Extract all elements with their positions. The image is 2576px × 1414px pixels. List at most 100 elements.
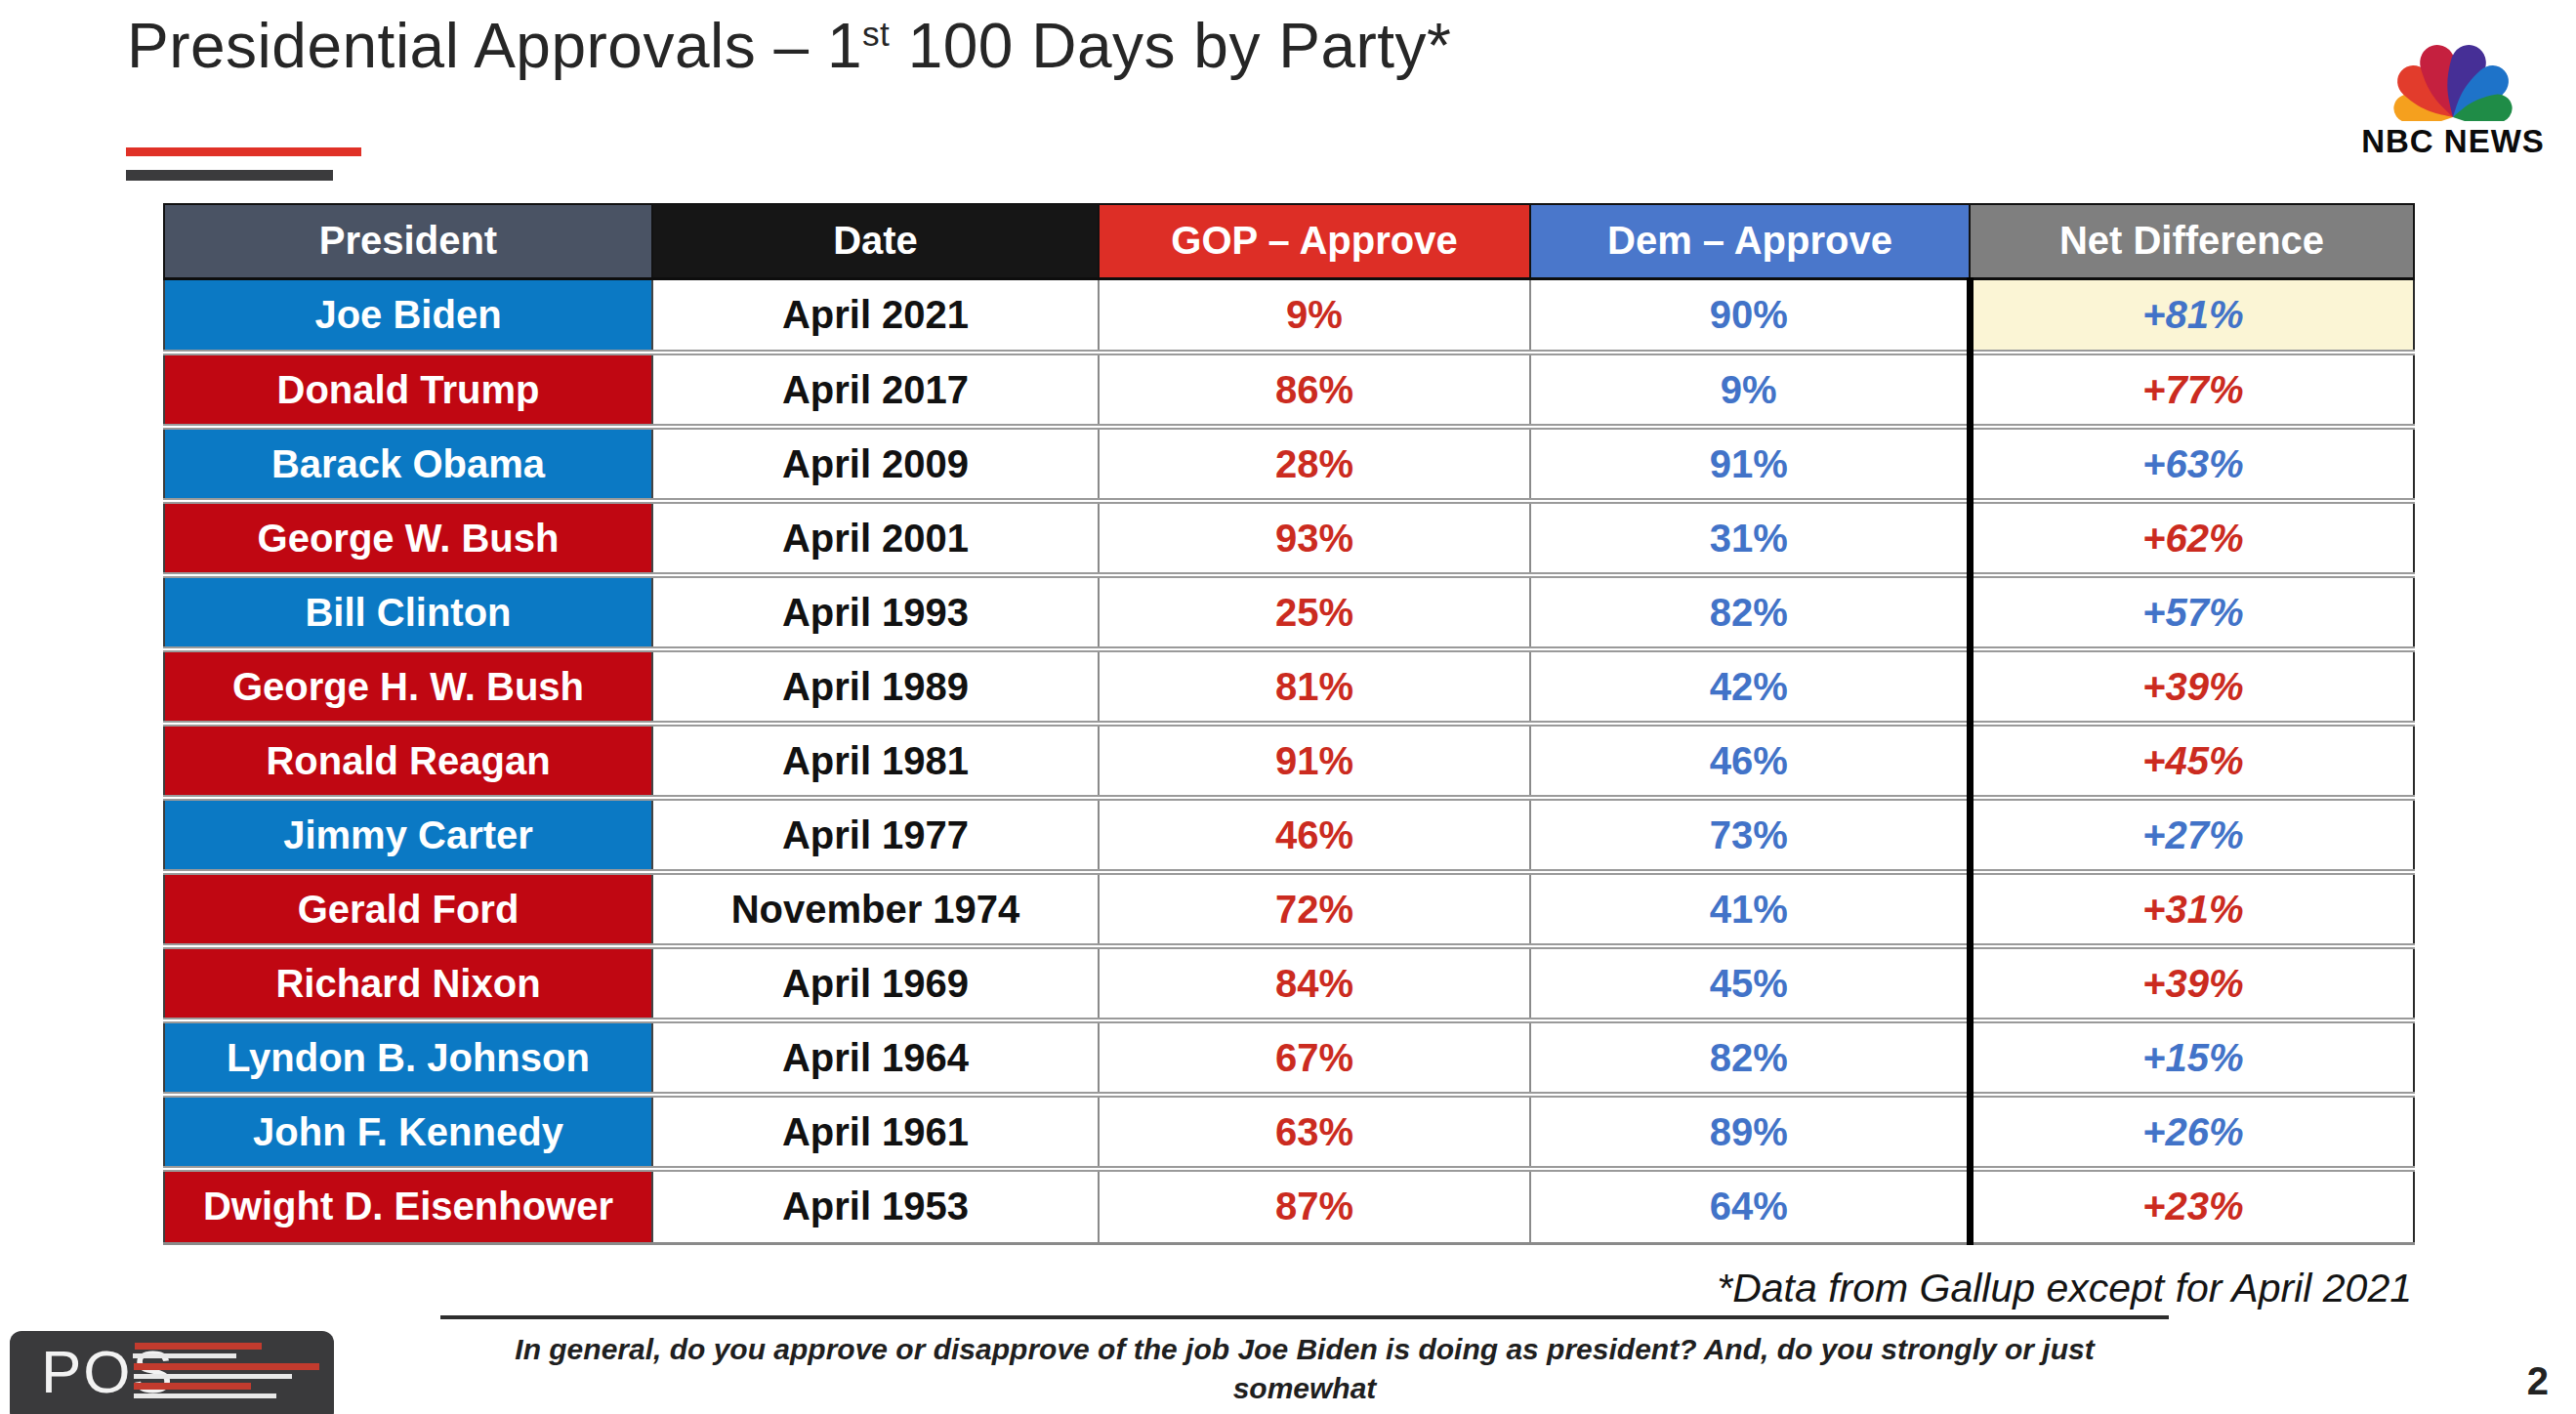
- net-difference-cell: +63%: [1970, 427, 2414, 501]
- net-difference-cell: +39%: [1970, 649, 2414, 724]
- gop-approve-cell: 93%: [1099, 501, 1530, 575]
- title-text-start: Presidential Approvals – 1: [127, 11, 862, 81]
- header-gop-approve: GOP – Approve: [1099, 204, 1530, 278]
- title-text-end: 100 Days by Party*: [890, 11, 1451, 81]
- net-difference-cell: +26%: [1970, 1095, 2414, 1169]
- title-underline-red: [126, 147, 361, 156]
- survey-question-line1: In general, do you approve or disapprove…: [440, 1330, 2169, 1407]
- dem-approve-cell: 31%: [1530, 501, 1970, 575]
- dem-approve-cell: 41%: [1530, 872, 1970, 946]
- gop-approve-cell: 91%: [1099, 724, 1530, 798]
- nbc-news-logo: NBC NEWS: [2346, 4, 2560, 160]
- table-row: George H. W. Bush April 1989 81% 42% +39…: [164, 649, 2414, 724]
- president-cell: Barack Obama: [164, 427, 652, 501]
- date-cell: April 1977: [652, 798, 1099, 872]
- gop-approve-cell: 46%: [1099, 798, 1530, 872]
- table-row: John F. Kennedy April 1961 63% 89% +26%: [164, 1095, 2414, 1169]
- dem-approve-cell: 64%: [1530, 1169, 1970, 1243]
- table-header-row: President Date GOP – Approve Dem – Appro…: [164, 204, 2414, 278]
- president-cell: Bill Clinton: [164, 575, 652, 649]
- pos-logo-line: [134, 1374, 292, 1379]
- page-title: Presidential Approvals – 1st 100 Days by…: [127, 10, 1451, 82]
- title-superscript: st: [862, 15, 890, 53]
- date-cell: April 1989: [652, 649, 1099, 724]
- gop-approve-cell: 81%: [1099, 649, 1530, 724]
- net-difference-cell-highlighted: +81%: [1970, 278, 2414, 353]
- slide: Presidential Approvals – 1st 100 Days by…: [0, 0, 2576, 1414]
- date-cell: April 2021: [652, 278, 1099, 353]
- president-cell: Donald Trump: [164, 353, 652, 427]
- president-cell: Ronald Reagan: [164, 724, 652, 798]
- date-cell: April 2017: [652, 353, 1099, 427]
- net-difference-cell: +27%: [1970, 798, 2414, 872]
- gop-approve-cell: 67%: [1099, 1020, 1530, 1095]
- source-footnote: *Data from Gallup except for April 2021: [1717, 1266, 2412, 1311]
- president-cell: Lyndon B. Johnson: [164, 1020, 652, 1095]
- pos-logo-line: [135, 1343, 262, 1350]
- net-difference-cell: +57%: [1970, 575, 2414, 649]
- table-row: Lyndon B. Johnson April 1964 67% 82% +15…: [164, 1020, 2414, 1095]
- dem-approve-cell: 45%: [1530, 946, 1970, 1020]
- dem-approve-cell: 91%: [1530, 427, 1970, 501]
- date-cell: April 1953: [652, 1169, 1099, 1243]
- president-cell: Gerald Ford: [164, 872, 652, 946]
- dem-approve-cell: 82%: [1530, 1020, 1970, 1095]
- table-row: Ronald Reagan April 1981 91% 46% +45%: [164, 724, 2414, 798]
- header-dem-approve: Dem – Approve: [1530, 204, 1970, 278]
- date-cell: April 1981: [652, 724, 1099, 798]
- pos-logo-line: [134, 1383, 251, 1390]
- net-difference-cell: +39%: [1970, 946, 2414, 1020]
- date-cell: April 1961: [652, 1095, 1099, 1169]
- president-cell: Dwight D. Eisenhower: [164, 1169, 652, 1243]
- net-difference-cell: +45%: [1970, 724, 2414, 798]
- president-cell: John F. Kennedy: [164, 1095, 652, 1169]
- gop-approve-cell: 28%: [1099, 427, 1530, 501]
- pos-logo-line: [133, 1353, 236, 1358]
- title-underline-dark: [126, 170, 333, 181]
- header-president: President: [164, 204, 652, 278]
- net-difference-cell: +23%: [1970, 1169, 2414, 1243]
- gop-approve-cell: 86%: [1099, 353, 1530, 427]
- table-row: George W. Bush April 2001 93% 31% +62%: [164, 501, 2414, 575]
- dem-approve-cell: 90%: [1530, 278, 1970, 353]
- footer-divider-line: [440, 1315, 2169, 1319]
- date-cell: November 1974: [652, 872, 1099, 946]
- table-row: Gerald Ford November 1974 72% 41% +31%: [164, 872, 2414, 946]
- dem-approve-cell: 42%: [1530, 649, 1970, 724]
- net-difference-cell: +15%: [1970, 1020, 2414, 1095]
- pos-logo-line: [134, 1363, 319, 1370]
- president-cell: George W. Bush: [164, 501, 652, 575]
- president-cell: Joe Biden: [164, 278, 652, 353]
- dem-approve-cell: 73%: [1530, 798, 1970, 872]
- date-cell: April 1993: [652, 575, 1099, 649]
- president-cell: Jimmy Carter: [164, 798, 652, 872]
- president-cell: George H. W. Bush: [164, 649, 652, 724]
- table-row: Jimmy Carter April 1977 46% 73% +27%: [164, 798, 2414, 872]
- net-difference-cell: +31%: [1970, 872, 2414, 946]
- net-difference-cell: +62%: [1970, 501, 2414, 575]
- header-net-difference: Net Difference: [1970, 204, 2414, 278]
- table-row: Richard Nixon April 1969 84% 45% +39%: [164, 946, 2414, 1020]
- table-row: Barack Obama April 2009 28% 91% +63%: [164, 427, 2414, 501]
- gop-approve-cell: 25%: [1099, 575, 1530, 649]
- table-row: Bill Clinton April 1993 25% 82% +57%: [164, 575, 2414, 649]
- date-cell: April 2009: [652, 427, 1099, 501]
- table-row: Joe Biden April 2021 9% 90% +81%: [164, 278, 2414, 353]
- gop-approve-cell: 72%: [1099, 872, 1530, 946]
- dem-approve-cell: 46%: [1530, 724, 1970, 798]
- dem-approve-cell: 89%: [1530, 1095, 1970, 1169]
- nbc-peacock-icon: [2350, 4, 2555, 121]
- net-difference-cell: +77%: [1970, 353, 2414, 427]
- dem-approve-cell: 82%: [1530, 575, 1970, 649]
- header-date: Date: [652, 204, 1099, 278]
- dem-approve-cell: 9%: [1530, 353, 1970, 427]
- pos-logo-line: [134, 1393, 276, 1398]
- president-cell: Richard Nixon: [164, 946, 652, 1020]
- approvals-table: President Date GOP – Approve Dem – Appro…: [163, 203, 2415, 1245]
- survey-question-line2: (approve/disapprove) of the job Joe Bide…: [440, 1407, 2169, 1414]
- pos-logo: POS: [10, 1331, 334, 1414]
- table-row: Dwight D. Eisenhower April 1953 87% 64% …: [164, 1169, 2414, 1243]
- gop-approve-cell: 63%: [1099, 1095, 1530, 1169]
- date-cell: April 2001: [652, 501, 1099, 575]
- gop-approve-cell: 9%: [1099, 278, 1530, 353]
